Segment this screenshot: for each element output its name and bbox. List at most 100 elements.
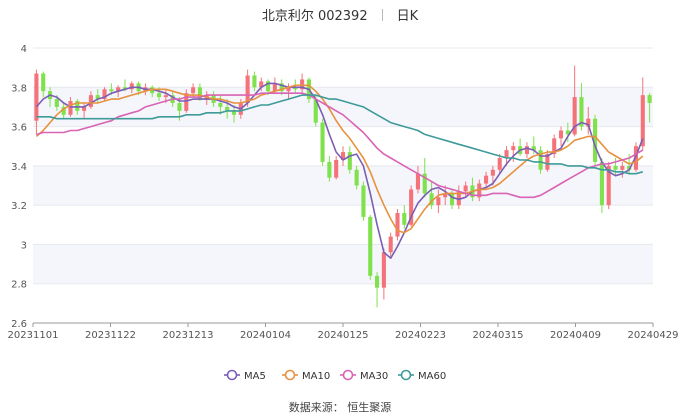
- candle-body: [620, 165, 625, 170]
- candle-body: [75, 101, 80, 111]
- stock-name-code: 北京利尔 002392: [261, 9, 368, 24]
- candle-body: [129, 83, 134, 90]
- candle-body: [279, 83, 284, 92]
- candle-body: [88, 95, 93, 107]
- y-tick-label: 3.6: [11, 123, 27, 134]
- candle-body: [640, 95, 645, 147]
- y-tick-label: 3.8: [11, 83, 27, 94]
- candle-body: [545, 154, 550, 170]
- candle-body: [565, 130, 570, 135]
- candle-body: [163, 95, 168, 98]
- grid-band: [33, 165, 653, 206]
- candle-body: [157, 93, 162, 98]
- candle-body: [68, 101, 73, 115]
- candle-body: [388, 236, 393, 253]
- candle-body: [572, 97, 577, 135]
- data-source: 数据来源： 恒生聚源: [288, 401, 392, 414]
- candle-body: [463, 185, 468, 192]
- candle-body: [579, 97, 584, 127]
- y-tick-label: 2.6: [11, 319, 27, 330]
- candle-body: [334, 159, 339, 178]
- candle-body: [266, 81, 271, 92]
- candle-body: [633, 146, 639, 170]
- legend-label-ma10[interactable]: MA10: [302, 371, 330, 382]
- candle-body: [497, 158, 502, 170]
- candle-body: [436, 197, 441, 206]
- candle-body: [184, 93, 189, 111]
- candle-body: [191, 87, 196, 94]
- series-line-ma10: [35, 84, 644, 234]
- candle-body: [593, 118, 598, 162]
- candle-body: [484, 175, 489, 184]
- legend-label-ma30[interactable]: MA30: [360, 371, 388, 382]
- y-tick-label: 3: [21, 240, 27, 251]
- x-tick-label: 20240104: [240, 330, 291, 341]
- candle-body: [368, 216, 373, 276]
- candle-body: [61, 106, 66, 115]
- candle-body: [116, 87, 121, 92]
- period-label[interactable]: 日K: [396, 9, 419, 24]
- candle-body: [361, 185, 366, 217]
- candle-body: [327, 161, 332, 178]
- candle-body: [313, 99, 318, 123]
- candle-body: [531, 146, 536, 151]
- candle-body: [402, 213, 407, 225]
- candle-body: [558, 130, 564, 139]
- candle-body: [340, 152, 346, 160]
- candle-body: [395, 213, 400, 237]
- candle-body: [449, 193, 455, 206]
- candle-body: [409, 189, 414, 225]
- legend-marker-ma5: [226, 369, 238, 381]
- x-tick-label: 20231101: [8, 330, 59, 341]
- candle-body: [524, 146, 529, 155]
- x-tick-label: 20231122: [85, 330, 136, 341]
- candle-body: [490, 169, 495, 176]
- grid-band: [33, 87, 653, 127]
- y-tick-label: 4: [21, 44, 27, 55]
- candle-body: [286, 87, 291, 92]
- x-tick-label: 20240409: [550, 330, 601, 341]
- candle-body: [627, 165, 632, 170]
- candle-body: [252, 75, 257, 88]
- candle-body: [197, 87, 202, 100]
- title-divider: [381, 9, 383, 21]
- candle-body: [150, 87, 155, 94]
- candle-body: [456, 191, 461, 206]
- chart-title: 北京利尔 002392 日K: [0, 5, 680, 24]
- x-tick-label: 20240125: [318, 330, 369, 341]
- y-tick-label: 3.4: [11, 162, 27, 173]
- candle-body: [443, 193, 448, 198]
- candle-body: [122, 87, 128, 90]
- legend-label-ma5[interactable]: MA5: [244, 371, 266, 382]
- y-tick-label: 2.8: [11, 280, 27, 291]
- legend-marker-ma60: [400, 369, 412, 381]
- candle-body: [347, 152, 352, 170]
- candle-body: [245, 75, 250, 103]
- candle-body: [538, 150, 543, 170]
- candle-body: [429, 193, 434, 206]
- candle-body: [300, 79, 305, 90]
- series-line-ma30: [36, 92, 644, 199]
- candle-body: [218, 103, 223, 107]
- x-tick-label: 20240223: [395, 330, 446, 341]
- grid-band: [33, 244, 653, 284]
- series-line-ma60: [36, 94, 644, 175]
- candle-body: [552, 138, 557, 155]
- y-tick-label: 3.2: [11, 201, 27, 212]
- candle-body: [477, 183, 482, 198]
- candle-body: [102, 89, 107, 100]
- candle-body: [109, 89, 114, 92]
- candle-body: [504, 150, 509, 158]
- candle-body: [34, 73, 39, 121]
- x-tick-label: 20240429: [628, 330, 679, 341]
- legend-marker-ma10: [284, 369, 296, 381]
- candle-body: [415, 173, 420, 190]
- candle-body: [422, 173, 427, 194]
- candle-body: [599, 161, 604, 206]
- candle-body: [586, 118, 591, 127]
- x-tick-label: 20240315: [473, 330, 524, 341]
- candle-body: [41, 73, 46, 92]
- legend-label-ma60[interactable]: MA60: [418, 371, 446, 382]
